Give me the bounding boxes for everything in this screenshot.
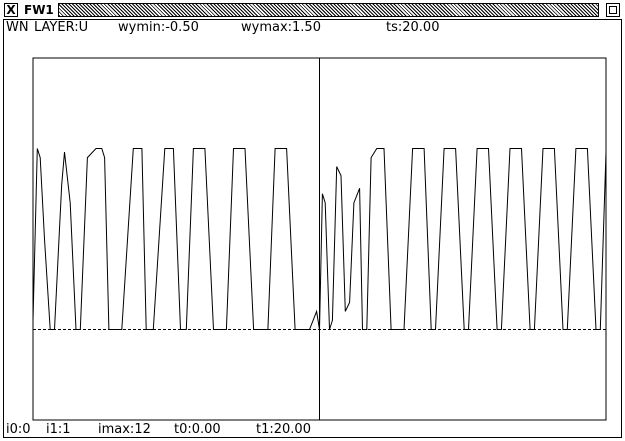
i1-label: i1:1 [46, 422, 71, 437]
layer-label: LAYER:U [34, 20, 89, 35]
title-bar[interactable]: X FW1 [0, 0, 625, 20]
resize-icon[interactable] [606, 3, 620, 17]
waveform-series [32, 148, 607, 330]
imax-label: imax:12 [98, 422, 151, 437]
i0-label: i0:0 [6, 422, 31, 437]
title-bar-pattern[interactable] [58, 3, 599, 17]
window-name-label: WN [6, 20, 29, 35]
wymax-label: wymax:1.50 [241, 20, 321, 35]
window-title: FW1 [24, 3, 54, 17]
t1-label: t1:20.00 [256, 422, 311, 437]
ts-label: ts:20.00 [386, 20, 440, 35]
window-frame [3, 19, 622, 438]
close-icon[interactable]: X [4, 3, 18, 17]
wymin-label: wymin:-0.50 [118, 20, 199, 35]
t0-label: t0:0.00 [174, 422, 221, 437]
